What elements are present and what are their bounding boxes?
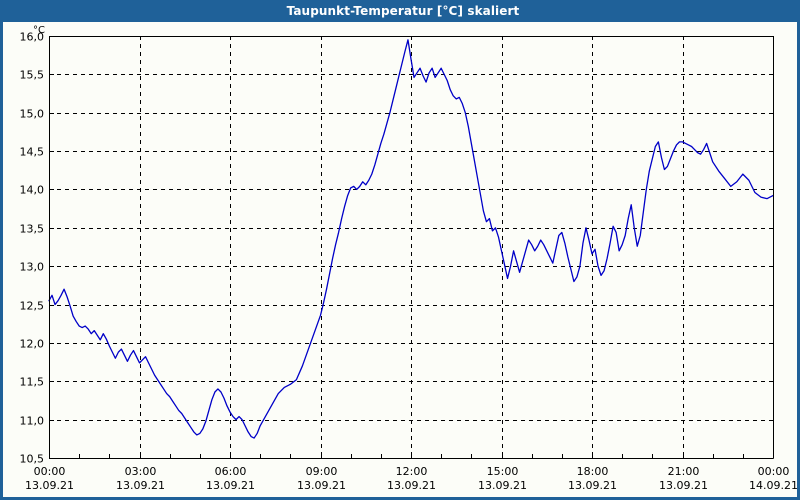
y-axis-tick-label: 11,0 (20, 415, 45, 428)
x-axis-labels: 00:0013.09.2103:0013.09.2106:0013.09.210… (25, 465, 797, 492)
window-title-bar: Taupunkt-Temperatur [°C] skaliert (3, 0, 797, 22)
x-axis-date-label: 13.09.21 (297, 479, 346, 492)
line-chart: 16,0 15,5 15,0 14,5 14,0 13,5 13,0 12,5 12,0 11,5… (20, 25, 798, 492)
y-axis-tick-label: 14,0 (20, 184, 45, 197)
x-axis-date-label: 13.09.21 (387, 479, 436, 492)
x-axis-time-label: 18:00 (577, 465, 609, 478)
x-axis-time-label: 09:00 (306, 465, 338, 478)
y-axis-tick-label: 15,5 (20, 69, 45, 82)
y-axis-tick-label: 10,5 (20, 453, 45, 466)
x-axis-time-label: 00:00 (34, 465, 66, 478)
x-axis-time-label: 00:00 (758, 465, 790, 478)
y-axis-tick-label: 12,0 (20, 338, 45, 351)
x-axis-date-label: 13.09.21 (206, 479, 255, 492)
x-axis-time-label: 06:00 (215, 465, 247, 478)
x-axis-date-label: 13.09.21 (25, 479, 74, 492)
x-axis-date-label: 14.09.21 (749, 479, 797, 492)
data-series-line (48, 39, 774, 439)
plot-axis-frame (48, 35, 775, 460)
y-axis-tick-label: 14,5 (20, 146, 45, 159)
y-axis-tick-label: 15,0 (20, 108, 45, 121)
x-axis-date-label: 13.09.21 (659, 479, 708, 492)
x-axis-time-label: 12:00 (396, 465, 428, 478)
y-axis-labels: 16,0 15,5 15,0 14,5 14,0 13,5 13,0 12,5 12,0 11,5… (20, 31, 45, 466)
x-axis-time-label: 21:00 (668, 465, 700, 478)
y-axis-tick-label: 12,5 (20, 300, 45, 313)
x-axis-date-label: 13.09.21 (568, 479, 617, 492)
vertical-gridlines (140, 36, 684, 458)
x-axis-date-label: 13.09.21 (116, 479, 165, 492)
y-axis-tick-label: 16,0 (20, 31, 45, 44)
window-title: Taupunkt-Temperatur [°C] skaliert (286, 4, 520, 18)
chart-canvas: 16,0 15,5 15,0 14,5 14,0 13,5 13,0 12,5 12,0 11,5… (3, 22, 798, 497)
y-axis-tick-label: 13,5 (20, 223, 45, 236)
x-axis-time-label: 15:00 (487, 465, 519, 478)
y-axis-unit-label: °C (33, 25, 45, 36)
x-axis-date-label: 13.09.21 (478, 479, 527, 492)
y-axis-tick-label: 13,0 (20, 261, 45, 274)
x-axis-time-label: 03:00 (125, 465, 157, 478)
y-axis-tick-label: 11,5 (20, 376, 45, 389)
